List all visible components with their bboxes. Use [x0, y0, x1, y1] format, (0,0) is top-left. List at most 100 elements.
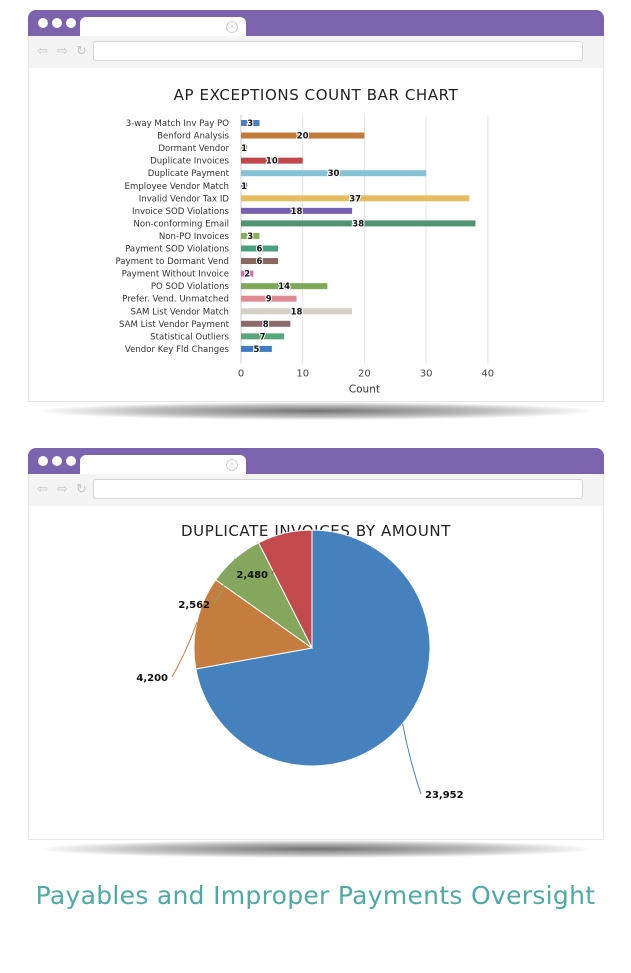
category-label: Invoice SOD Violations — [132, 207, 229, 217]
x-tick-label: 20 — [358, 368, 371, 379]
data-label: 14 — [278, 282, 290, 292]
bar — [241, 345, 272, 352]
category-label: Employee Vendor Match — [125, 182, 229, 192]
leader-line — [213, 558, 236, 605]
bar — [241, 195, 470, 202]
close-icon[interactable]: × — [226, 21, 238, 33]
data-label: 9 — [266, 295, 272, 305]
reload-icon[interactable]: ↻ — [76, 43, 87, 58]
bar — [241, 232, 260, 239]
browser-tab[interactable]: × — [80, 17, 246, 39]
data-label: 2 — [244, 270, 250, 280]
data-label: 5 — [253, 345, 259, 355]
data-label: 1 — [241, 182, 247, 192]
data-label: 6 — [257, 245, 263, 255]
category-label: Payment SOD Violations — [125, 245, 229, 255]
category-label: Vendor Key Fld Changes — [125, 345, 230, 355]
page-caption: Payables and Improper Payments Oversight — [35, 881, 596, 910]
data-label: 1 — [241, 144, 247, 154]
data-label: 3 — [247, 232, 253, 242]
bar — [241, 220, 476, 227]
slice-label: 2,562 — [178, 600, 210, 611]
close-icon[interactable]: × — [226, 459, 238, 471]
chart-area: AP EXCEPTIONS COUNT BAR CHART 0 10 20 30 40 C… — [28, 68, 604, 402]
bar — [241, 283, 328, 290]
bar — [241, 207, 353, 214]
back-arrow-icon[interactable]: ⇦ — [37, 481, 48, 496]
bar — [241, 157, 303, 164]
chart-area: DUPLICATE INVOICES BY AMOUNT 23,9524,200… — [28, 506, 604, 840]
category-label: PO SOD Violations — [151, 282, 230, 292]
address-bar[interactable] — [93, 479, 583, 499]
leader-line — [171, 622, 198, 678]
bar — [241, 132, 365, 139]
category-label: Duplicate Invoices — [150, 157, 229, 167]
x-tick-label: 30 — [420, 368, 433, 379]
pie-chart: 23,952 4,200 2,562 2,480 — [136, 529, 464, 801]
category-label: SAM List Vendor Match — [130, 307, 229, 317]
category-label: Payment to Dormant Vend — [115, 257, 229, 267]
x-tick-label: 0 — [238, 368, 244, 379]
bar — [241, 120, 260, 126]
browser-window-pie-chart: × ⇦ ⇨ ↻ DUPLICATE INVOICES BY AMOUNT 23,… — [28, 448, 604, 840]
leader-line — [402, 723, 422, 795]
browser-titlebar: × — [28, 10, 604, 39]
window-shadow — [40, 840, 592, 858]
bar — [241, 182, 248, 189]
data-label: 8 — [263, 320, 269, 330]
window-minimize-dot[interactable] — [52, 456, 62, 466]
reload-icon[interactable]: ↻ — [76, 481, 87, 496]
category-label: 3-way Match Inv Pay PO — [126, 119, 229, 129]
pie-slice — [195, 529, 431, 767]
bar — [241, 308, 353, 315]
forward-arrow-icon[interactable]: ⇨ — [57, 481, 68, 496]
data-label: 20 — [297, 132, 309, 142]
category-label: Duplicate Payment — [148, 169, 230, 179]
browser-toolbar: ⇦ ⇨ ↻ — [28, 474, 604, 507]
data-label: 10 — [266, 157, 278, 167]
x-tick-label: 10 — [296, 368, 309, 379]
window-minimize-dot[interactable] — [52, 18, 62, 28]
bar-chart: 0 10 20 30 40 Count 3-way Match Inv Pay PO 3 Ben… — [115, 115, 494, 395]
data-label: 38 — [352, 219, 364, 229]
pie-slice — [193, 579, 314, 670]
window-maximize-dot[interactable] — [66, 18, 76, 28]
back-arrow-icon[interactable]: ⇦ — [37, 43, 48, 58]
bar — [241, 320, 291, 327]
slice-label: 4,200 — [136, 673, 168, 684]
category-label: Non-conforming Email — [133, 219, 229, 229]
bar — [241, 333, 285, 340]
forward-arrow-icon[interactable]: ⇨ — [57, 43, 68, 58]
category-label: Benford Analysis — [157, 132, 229, 142]
chart-title: AP EXCEPTIONS COUNT BAR CHART — [173, 86, 459, 104]
category-label: Payment Without Invoice — [122, 270, 229, 280]
category-label: Statistical Outliers — [150, 332, 229, 342]
bar — [241, 295, 297, 302]
slice-label: 23,952 — [425, 790, 464, 801]
bar — [241, 258, 279, 265]
category-label: Non-PO Invoices — [159, 232, 230, 242]
bar — [241, 245, 279, 252]
window-close-dot[interactable] — [38, 456, 48, 466]
category-label: Dormant Vendor — [158, 144, 229, 154]
bar — [241, 145, 248, 152]
browser-tab[interactable]: × — [80, 455, 246, 477]
category-label: Prefer. Vend. Unmatched — [122, 295, 229, 305]
x-tick-label: 40 — [481, 368, 494, 379]
browser-toolbar: ⇦ ⇨ ↻ — [28, 36, 604, 69]
category-label: Invalid Vendor Tax ID — [139, 194, 230, 204]
bar — [241, 270, 254, 277]
leader-line — [271, 533, 286, 575]
window-maximize-dot[interactable] — [66, 456, 76, 466]
data-label: 6 — [257, 257, 263, 267]
address-bar[interactable] — [93, 41, 583, 61]
data-label: 3 — [247, 119, 253, 129]
data-label: 18 — [291, 307, 303, 317]
browser-titlebar: × — [28, 448, 604, 477]
category-label: SAM List Vendor Payment — [119, 320, 230, 330]
bar — [241, 170, 427, 177]
data-label: 37 — [349, 194, 361, 204]
browser-window-bar-chart: × ⇦ ⇨ ↻ AP EXCEPTIONS COUNT BAR CHART 0 1… — [28, 10, 604, 402]
window-close-dot[interactable] — [38, 18, 48, 28]
window-shadow — [40, 402, 592, 420]
